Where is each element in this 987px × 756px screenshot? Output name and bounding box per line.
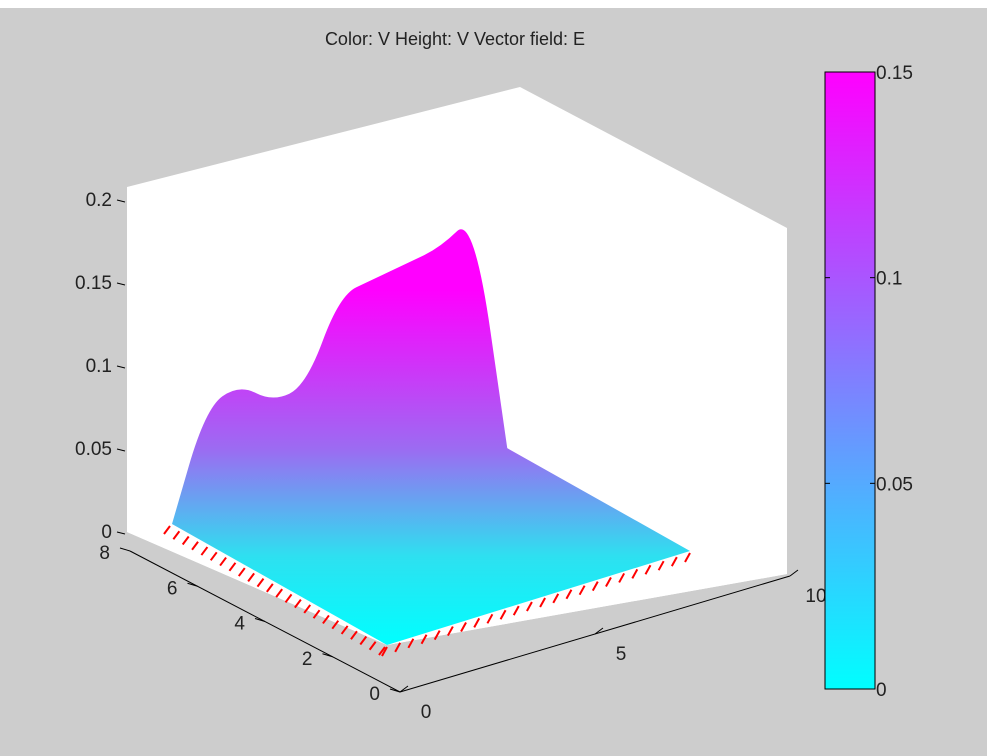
x-axis: 0 5 10 xyxy=(399,569,827,723)
vector-arrow xyxy=(605,577,612,588)
vector-arrow xyxy=(219,556,227,567)
colorbar: 0 0.05 0.1 0.15 xyxy=(824,63,913,701)
x-tick-mark xyxy=(594,627,604,635)
vector-arrow xyxy=(256,578,265,588)
vector-arrow xyxy=(684,552,691,563)
vector-arrow xyxy=(266,583,274,593)
vector-arrow xyxy=(322,614,330,625)
vector-arrow xyxy=(394,642,402,653)
vector-arrow xyxy=(228,562,237,572)
vector-arrow xyxy=(591,581,599,592)
y-tick-label: 8 xyxy=(99,543,110,564)
vector-arrow xyxy=(618,572,626,583)
vector-arrow xyxy=(191,541,199,551)
colorbar-gradient xyxy=(824,71,876,690)
y-tick-label: 2 xyxy=(302,649,313,670)
vector-arrow xyxy=(473,617,481,628)
surface-plot xyxy=(172,229,690,645)
vector-arrow xyxy=(172,530,181,540)
y-tick-label: 4 xyxy=(234,614,245,635)
z-tick-mark xyxy=(116,365,126,369)
vector-arrow xyxy=(644,564,652,575)
colorbar-tick-label: 0.15 xyxy=(876,63,913,84)
vector-arrow xyxy=(359,635,368,646)
vector-arrow xyxy=(368,641,377,651)
vector-arrow xyxy=(631,568,639,579)
z-tick-mark xyxy=(116,199,126,203)
z-tick-label: 0.05 xyxy=(75,439,112,460)
vector-arrow xyxy=(539,597,546,608)
vector-field-arrows xyxy=(163,525,691,657)
vector-arrow xyxy=(163,525,171,535)
colorbar-tick-label: 0 xyxy=(876,680,887,701)
vector-arrow xyxy=(657,560,665,571)
y-axis-line xyxy=(129,550,401,693)
vector-arrow xyxy=(552,593,560,604)
vector-arrow xyxy=(486,613,494,624)
vector-arrow xyxy=(294,599,302,609)
z-tick-label: 0.2 xyxy=(86,190,112,211)
vector-arrow xyxy=(378,646,386,656)
y-tick-label: 6 xyxy=(167,578,178,599)
vector-arrow xyxy=(460,621,467,632)
chart-title: Color: V Height: V Vector field: E xyxy=(325,29,585,49)
y-tick-label: 0 xyxy=(369,684,380,705)
x-tick-mark xyxy=(789,569,799,577)
z-axis: 0 0.05 0.1 0.15 0.2 xyxy=(75,190,126,543)
colorbar-tick-label: 0.1 xyxy=(876,269,902,290)
vector-arrow xyxy=(247,572,255,582)
z-tick-mark xyxy=(116,531,126,535)
vector-arrow xyxy=(340,625,349,635)
vector-arrow xyxy=(200,546,209,556)
vector-arrow xyxy=(578,585,586,596)
vector-arrow xyxy=(350,630,358,640)
vector-arrow xyxy=(275,588,283,598)
vector-arrow xyxy=(526,601,533,612)
x-tick-label: 10 xyxy=(805,586,826,607)
z-tick-label: 0 xyxy=(101,522,112,543)
window-top-edge xyxy=(0,0,987,8)
z-tick-mark xyxy=(116,448,126,452)
colorbar-ticks: 0 0.05 0.1 0.15 xyxy=(825,63,913,701)
vector-arrow xyxy=(237,567,246,577)
vector-arrow xyxy=(433,630,441,641)
vector-arrow xyxy=(284,593,293,603)
x-tick-label: 0 xyxy=(421,702,432,723)
vector-arrow xyxy=(381,646,388,657)
vector-arrow xyxy=(499,609,507,620)
vector-arrow xyxy=(209,551,218,561)
vector-arrow xyxy=(303,604,312,614)
x-tick-label: 5 xyxy=(616,644,627,665)
x-axis-line xyxy=(399,575,791,693)
vector-arrow xyxy=(181,535,190,546)
vector-arrow xyxy=(565,589,573,600)
x-tick-mark xyxy=(399,685,409,693)
vector-arrow xyxy=(670,556,678,567)
vector-arrow xyxy=(331,620,340,630)
z-tick-mark xyxy=(116,282,126,286)
y-tick-mark xyxy=(119,547,131,552)
vector-arrow xyxy=(512,605,520,616)
z-tick-label: 0.1 xyxy=(86,356,112,377)
vector-arrow xyxy=(420,634,428,645)
vector-arrow xyxy=(446,626,454,637)
vector-arrow xyxy=(407,638,415,649)
vector-arrow xyxy=(312,609,321,619)
colorbar-tick-label: 0.05 xyxy=(876,474,913,495)
z-tick-label: 0.15 xyxy=(75,273,112,294)
